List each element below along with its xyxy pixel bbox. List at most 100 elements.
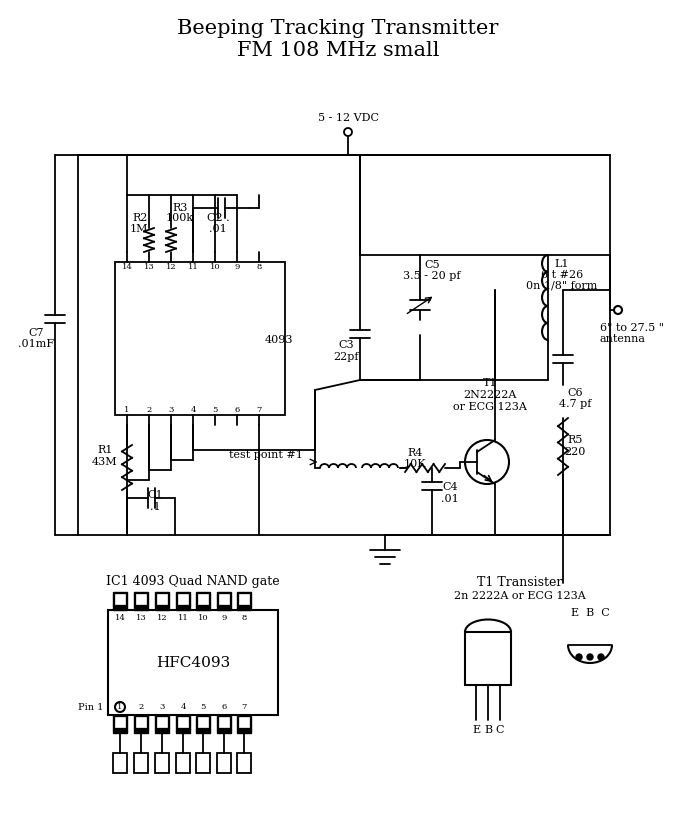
Text: C6: C6 <box>567 388 583 398</box>
Text: .01: .01 <box>209 224 227 234</box>
Text: 1: 1 <box>117 703 123 711</box>
Bar <box>136 594 146 604</box>
Text: antenna: antenna <box>600 334 646 344</box>
Bar <box>219 717 229 727</box>
Text: 4093: 4093 <box>265 335 294 345</box>
Bar <box>217 715 231 733</box>
Bar <box>239 594 249 604</box>
Text: 3: 3 <box>159 703 165 711</box>
Text: 9: 9 <box>234 263 240 271</box>
Bar <box>196 715 210 733</box>
Text: 9: 9 <box>221 614 227 622</box>
Text: R1: R1 <box>97 445 113 455</box>
Text: 2N2222A: 2N2222A <box>463 390 516 400</box>
Text: FM 108 MHz small: FM 108 MHz small <box>237 41 439 60</box>
Bar <box>217 592 231 610</box>
Bar <box>217 753 231 773</box>
Bar <box>219 594 229 604</box>
Text: T1 Transister: T1 Transister <box>477 576 563 588</box>
Text: 11: 11 <box>178 614 188 622</box>
Text: 7: 7 <box>242 703 246 711</box>
Bar <box>178 717 188 727</box>
Text: 6: 6 <box>234 406 240 414</box>
Circle shape <box>598 654 604 660</box>
Bar <box>157 717 167 727</box>
Bar <box>115 717 125 727</box>
Text: C4: C4 <box>442 482 458 492</box>
Text: B: B <box>484 725 492 735</box>
Text: C: C <box>495 725 504 735</box>
Text: 8: 8 <box>242 614 246 622</box>
Text: R2: R2 <box>132 213 148 223</box>
Text: 6 t #26: 6 t #26 <box>541 270 583 280</box>
Text: 1: 1 <box>124 406 130 414</box>
Text: .1: .1 <box>150 502 161 512</box>
Text: 14: 14 <box>122 263 132 271</box>
Bar <box>198 594 208 604</box>
Text: 1M: 1M <box>130 224 148 234</box>
Circle shape <box>587 654 593 660</box>
Bar <box>155 592 169 610</box>
Text: C1: C1 <box>147 490 163 500</box>
Text: 13: 13 <box>144 263 155 271</box>
Bar <box>237 715 251 733</box>
Text: 43M: 43M <box>92 457 118 467</box>
Text: R4: R4 <box>407 448 423 458</box>
Text: 2: 2 <box>146 406 152 414</box>
Text: 220: 220 <box>564 447 586 457</box>
Text: T1: T1 <box>483 378 497 388</box>
Bar <box>155 753 169 773</box>
Text: 2n 2222A or ECG 123A: 2n 2222A or ECG 123A <box>454 591 586 601</box>
Text: 5 - 12 VDC: 5 - 12 VDC <box>317 113 379 123</box>
Bar <box>113 753 127 773</box>
Text: 10: 10 <box>198 614 209 622</box>
Bar <box>239 717 249 727</box>
Bar <box>155 715 169 733</box>
Bar <box>108 610 278 715</box>
Bar <box>176 592 190 610</box>
Bar <box>115 262 285 415</box>
Text: 11: 11 <box>188 263 198 271</box>
Text: 3.5 - 20 pf: 3.5 - 20 pf <box>403 271 461 281</box>
Text: 4: 4 <box>190 406 196 414</box>
Text: C2 .: C2 . <box>207 213 230 223</box>
Text: 100k: 100k <box>166 213 194 223</box>
Text: 14: 14 <box>115 614 126 622</box>
Text: 5: 5 <box>200 703 206 711</box>
Bar <box>134 715 148 733</box>
Text: R5: R5 <box>567 435 583 445</box>
Bar <box>196 592 210 610</box>
Bar <box>113 592 127 610</box>
Text: 6" to 27.5 ": 6" to 27.5 " <box>600 323 664 333</box>
Text: 12: 12 <box>165 263 176 271</box>
Bar <box>237 592 251 610</box>
Bar <box>196 753 210 773</box>
Text: 13: 13 <box>136 614 146 622</box>
Bar <box>465 632 511 685</box>
Bar <box>136 717 146 727</box>
Text: 2: 2 <box>138 703 144 711</box>
Text: HFC4093: HFC4093 <box>156 656 230 670</box>
Text: Pin 1: Pin 1 <box>78 702 103 711</box>
Bar <box>176 715 190 733</box>
Bar <box>115 594 125 604</box>
Bar <box>178 594 188 604</box>
Text: C7: C7 <box>28 328 44 338</box>
Text: C5: C5 <box>424 260 440 270</box>
Text: 10K: 10K <box>404 459 427 469</box>
Bar <box>176 753 190 773</box>
Text: 8: 8 <box>256 263 262 271</box>
Bar <box>157 594 167 604</box>
Text: E: E <box>472 725 480 735</box>
Text: 22pf: 22pf <box>333 352 358 362</box>
Text: 0n 1/8" form: 0n 1/8" form <box>526 281 597 291</box>
Text: Beeping Tracking Transmitter: Beeping Tracking Transmitter <box>178 18 499 37</box>
Text: E  B  C: E B C <box>570 608 610 618</box>
Text: C3: C3 <box>338 340 354 350</box>
Text: 6: 6 <box>221 703 227 711</box>
Text: 4: 4 <box>180 703 186 711</box>
Text: 3: 3 <box>168 406 173 414</box>
Text: R3: R3 <box>172 203 188 213</box>
Text: 10: 10 <box>210 263 220 271</box>
Bar <box>113 715 127 733</box>
